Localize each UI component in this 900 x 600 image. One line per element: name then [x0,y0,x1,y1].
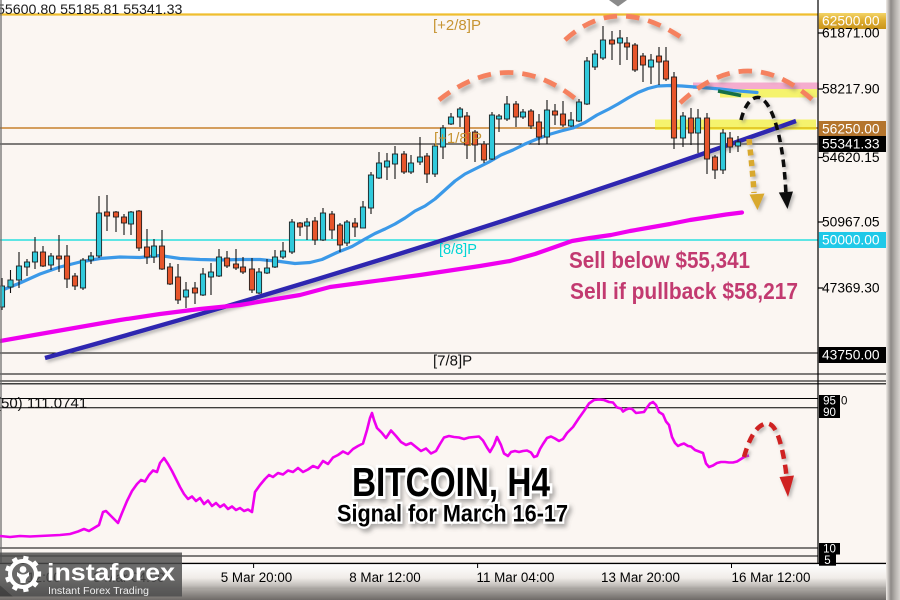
svg-text:58217.90: 58217.90 [822,82,880,97]
svg-text:Signal for March 16-17: Signal for March 16-17 [337,501,568,528]
svg-text:Sell if pullback $58,217: Sell if pullback $58,217 [570,278,798,304]
svg-text:10: 10 [823,544,836,556]
svg-text:(50) 111.0741: (50) 111.0741 [0,395,87,412]
svg-text:[+1/8]P: [+1/8]P [434,130,482,147]
svg-text:16 Mar 12:00: 16 Mar 12:00 [732,570,811,585]
svg-text:8 Mar 12:00: 8 Mar 12:00 [349,570,420,585]
svg-text:61871.00: 61871.00 [822,26,880,41]
svg-text:55600.80 55185.81 55341.33: 55600.80 55185.81 55341.33 [0,2,183,18]
svg-text:47369.30: 47369.30 [822,281,880,296]
svg-text:62500.00: 62500.00 [822,14,880,29]
svg-text:54620.15: 54620.15 [822,150,880,165]
svg-text:[+2/8]P: [+2/8]P [433,17,481,34]
svg-text:instaforex: instaforex [47,560,176,587]
svg-text:90: 90 [823,407,836,419]
svg-text:BITCOIN, H4: BITCOIN, H4 [352,459,550,505]
svg-text:55341.33: 55341.33 [822,137,880,152]
svg-text:56250.00: 56250.00 [822,122,880,137]
svg-text:11 Mar 04:00: 11 Mar 04:00 [477,570,555,585]
svg-text:95: 95 [823,396,836,408]
svg-text:Sell below $55,341: Sell below $55,341 [569,247,750,273]
svg-text:[8/8]P: [8/8]P [439,242,477,258]
svg-text:[7/8]P: [7/8]P [433,353,472,370]
svg-text:5 Mar 20:00: 5 Mar 20:00 [221,570,292,585]
svg-text:50000.00: 50000.00 [822,233,880,248]
svg-text:5: 5 [824,555,830,567]
svg-text:0: 0 [841,396,847,408]
svg-text:13 Mar 20:00: 13 Mar 20:00 [601,570,680,585]
svg-text:50967.05: 50967.05 [822,215,880,230]
svg-text:Instant Forex Trading: Instant Forex Trading [48,586,149,597]
svg-text:43750.00: 43750.00 [822,348,880,363]
